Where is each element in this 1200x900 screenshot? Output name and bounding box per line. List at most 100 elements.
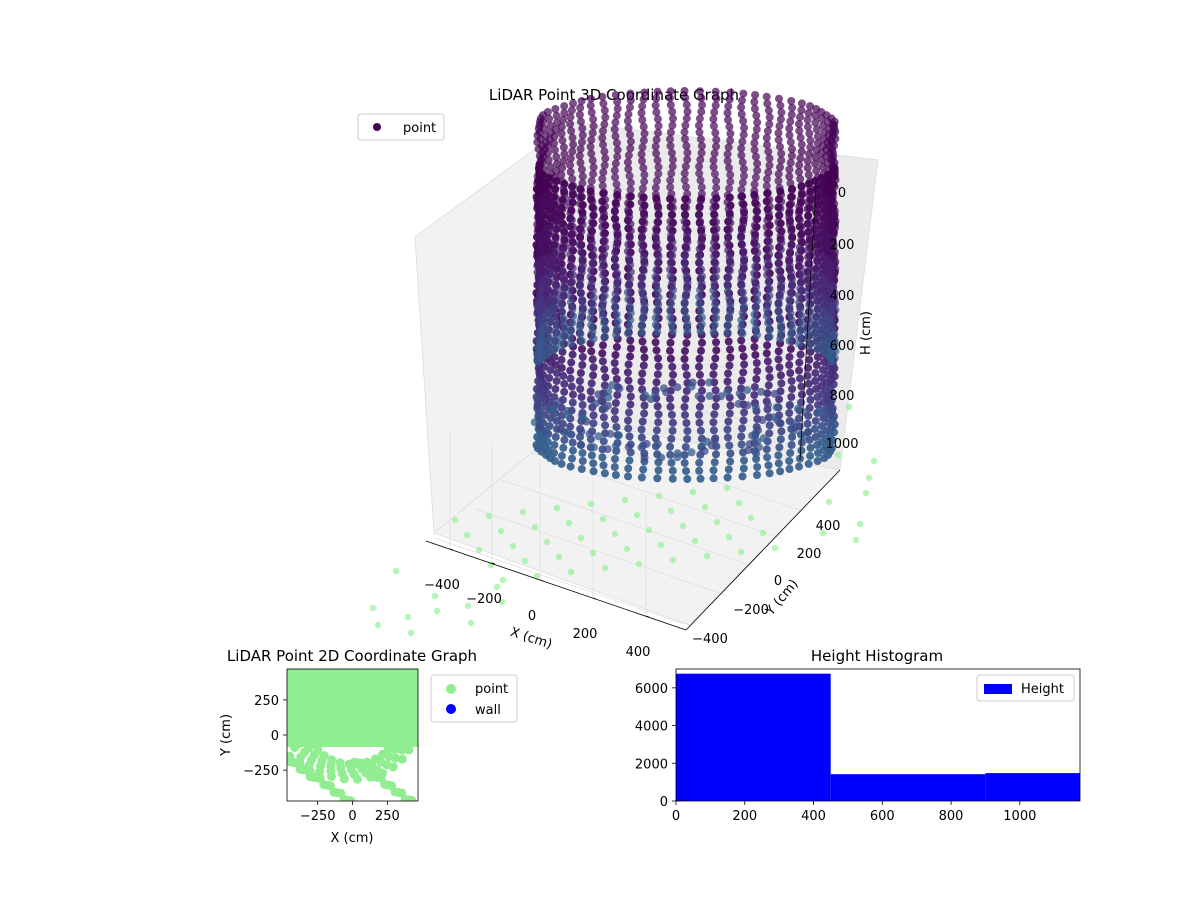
plot3d-floor-point: [431, 592, 439, 600]
plot3d-point: [544, 272, 553, 281]
plot3d-point: [806, 395, 815, 404]
plot3d-point: [724, 314, 733, 323]
plot3d-point: [711, 190, 720, 199]
plot3d-point: [796, 325, 805, 334]
plot3d-point: [806, 143, 815, 152]
plot3d-point: [550, 345, 559, 353]
plot3d-point: [737, 432, 746, 441]
plot3d-point: [725, 294, 734, 303]
plot3d-point: [765, 195, 774, 204]
plot3d-point: [697, 94, 706, 102]
plot3d-point: [666, 142, 675, 150]
plot3d-point: [588, 197, 597, 206]
plot3d-point: [567, 106, 576, 115]
plot3d-point: [726, 345, 734, 354]
plot3d-point: [613, 391, 622, 399]
plot3d-point: [543, 149, 552, 158]
plot3d-point: [557, 253, 566, 261]
plot3d-point: [813, 345, 822, 353]
plot3d-point: [578, 179, 587, 188]
plot3d-point: [566, 291, 575, 300]
plot3d-point: [752, 359, 761, 367]
plot3d-point: [805, 259, 814, 268]
plot3d-point: [738, 344, 747, 353]
plot3d-point: [577, 186, 585, 195]
plot3d-point: [803, 122, 812, 131]
plot3d-point: [683, 327, 692, 335]
plot3d-point: [738, 178, 747, 187]
histogram-bars: [676, 673, 1080, 801]
plot3d-point: [695, 162, 704, 171]
plot3d-point: [786, 309, 795, 318]
plot3d-point: [535, 409, 543, 417]
plot3d-point: [625, 408, 633, 417]
plot3d-point: [712, 346, 721, 355]
plot3d-point: [588, 300, 597, 309]
plot3d-point: [723, 191, 732, 200]
plot3d-point: [668, 251, 677, 260]
plot3d-point: [613, 152, 622, 161]
plot3d-point: [551, 385, 560, 393]
plot3d-point: [737, 336, 746, 345]
plot3d-floor-point: [404, 613, 412, 621]
plot3d-point: [710, 238, 718, 247]
plot2d-point: [400, 794, 410, 801]
plot3d-point: [795, 366, 803, 375]
plot3d-point: [805, 191, 814, 200]
plot3d-floor-point: [392, 567, 400, 575]
plot3d-floor-point: [553, 504, 561, 512]
plot3d-point: [668, 466, 677, 475]
plot3d-y-tick-label: −400: [692, 632, 728, 647]
plot3d-point: [683, 231, 691, 239]
plot3d-point: [586, 183, 595, 192]
plot3d-point: [774, 451, 783, 460]
plot3d-point: [734, 399, 743, 408]
plot3d-point: [764, 381, 773, 390]
plot3d-point: [666, 183, 675, 192]
plot3d-floor-point: [451, 516, 459, 524]
plot3d-point: [600, 250, 609, 259]
plot3d-point: [613, 269, 622, 278]
plot3d-point: [804, 239, 813, 248]
plot3d-point: [552, 417, 561, 425]
plot3d-point: [803, 157, 812, 165]
plot3d-point: [615, 431, 623, 440]
plot3d-point: [612, 139, 621, 147]
plot3d-point: [640, 409, 649, 418]
plot3d-point: [712, 183, 721, 192]
plot3d-point: [600, 236, 609, 245]
plot3d-point: [819, 366, 827, 374]
plot3d-point: [601, 421, 610, 430]
plot3d-point: [552, 153, 561, 161]
plot3d-point: [737, 233, 746, 242]
plot3d-point: [588, 327, 597, 336]
plot3d-point: [750, 310, 759, 319]
plot3d-floor-point: [485, 512, 493, 520]
plot3d-point: [812, 125, 821, 134]
plot3d-point: [559, 287, 568, 296]
plot3d-point: [667, 169, 676, 178]
plot3d-point: [600, 319, 609, 327]
plot3d-point: [550, 180, 558, 189]
plot3d-point: [666, 94, 674, 102]
plot3d-point: [551, 276, 560, 285]
plot3d-point: [566, 284, 575, 293]
histogram-x-tick-label: 1000: [1003, 809, 1036, 824]
plot3d-point: [765, 120, 774, 129]
plot3d-point: [765, 429, 774, 438]
plot3d-point: [738, 288, 747, 297]
plot3d-point: [598, 305, 607, 314]
plot3d-point: [726, 88, 735, 97]
plot3d-point: [726, 136, 735, 145]
plot3d-point: [709, 426, 718, 435]
plot3d-point: [777, 156, 786, 165]
plot3d-point: [716, 392, 725, 401]
plot3d-point: [711, 128, 720, 137]
plot3d-point: [598, 264, 607, 273]
plot3d-point: [788, 433, 797, 441]
plot3d-point: [740, 360, 749, 369]
plot3d-point: [764, 400, 772, 409]
plot3d-point: [668, 474, 677, 483]
plot3d-point: [640, 259, 649, 268]
plot3d-point: [681, 251, 690, 260]
